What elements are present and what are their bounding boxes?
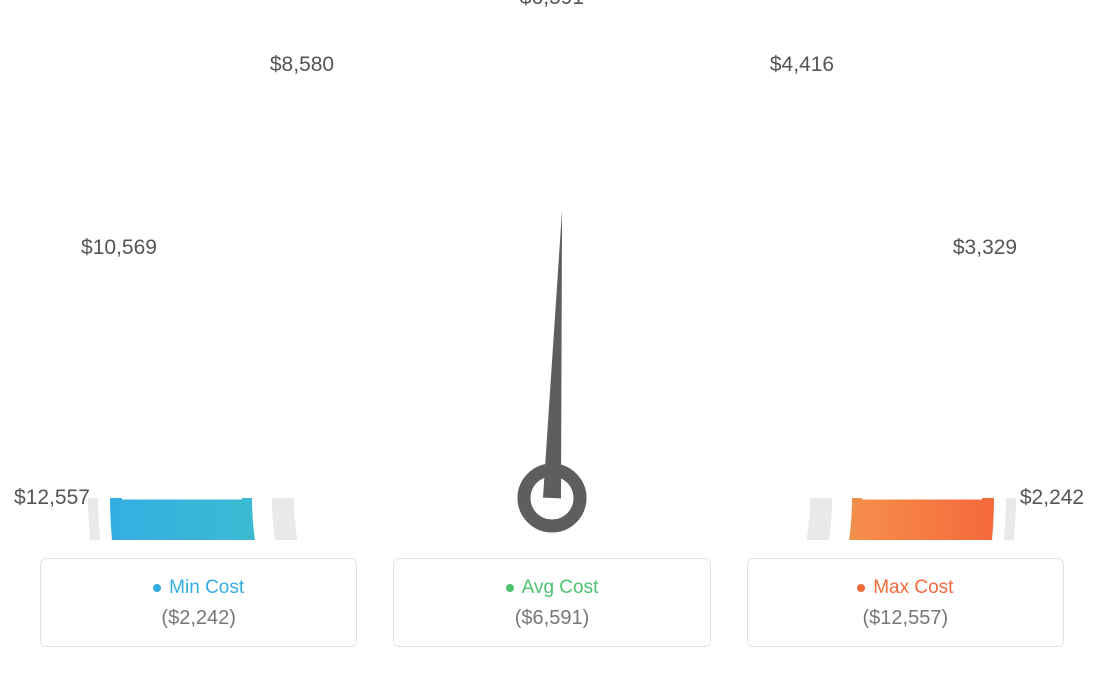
legend-title-max: Max Cost — [857, 577, 953, 599]
legend-title-text: Min Cost — [169, 577, 244, 599]
legend-title-avg: Avg Cost — [506, 577, 599, 599]
legend-value-max: ($12,557) — [758, 607, 1053, 630]
legend-value-min: ($2,242) — [51, 607, 346, 630]
gauge-tick-label: $2,242 — [1020, 486, 1084, 510]
gauge-tick-label: $3,329 — [953, 236, 1017, 260]
gauge-tick-label: $6,591 — [520, 0, 584, 10]
gauge-tick-label: $8,580 — [270, 53, 334, 77]
dot-icon — [857, 584, 865, 592]
gauge-tick-label: $10,569 — [81, 236, 157, 260]
legend-card-max: Max Cost ($12,557) — [747, 558, 1064, 647]
gauge-chart: $2,242 $3,329 $4,416 $6,591 $8,580 $10,569 $12… — [0, 0, 1104, 540]
gauge-tick-label: $4,416 — [770, 53, 834, 77]
legend-card-avg: Avg Cost ($6,591) — [393, 558, 710, 647]
legend-card-min: Min Cost ($2,242) — [40, 558, 357, 647]
legend-title-text: Max Cost — [873, 577, 953, 599]
legend-title-text: Avg Cost — [522, 577, 599, 599]
legend-row: Min Cost ($2,242) Avg Cost ($6,591) Max … — [0, 558, 1104, 647]
gauge-tick-label: $12,557 — [14, 486, 90, 510]
dot-icon — [506, 584, 514, 592]
gauge-svg — [0, 0, 1104, 540]
dot-icon — [153, 584, 161, 592]
legend-title-min: Min Cost — [153, 577, 244, 599]
legend-value-avg: ($6,591) — [404, 607, 699, 630]
